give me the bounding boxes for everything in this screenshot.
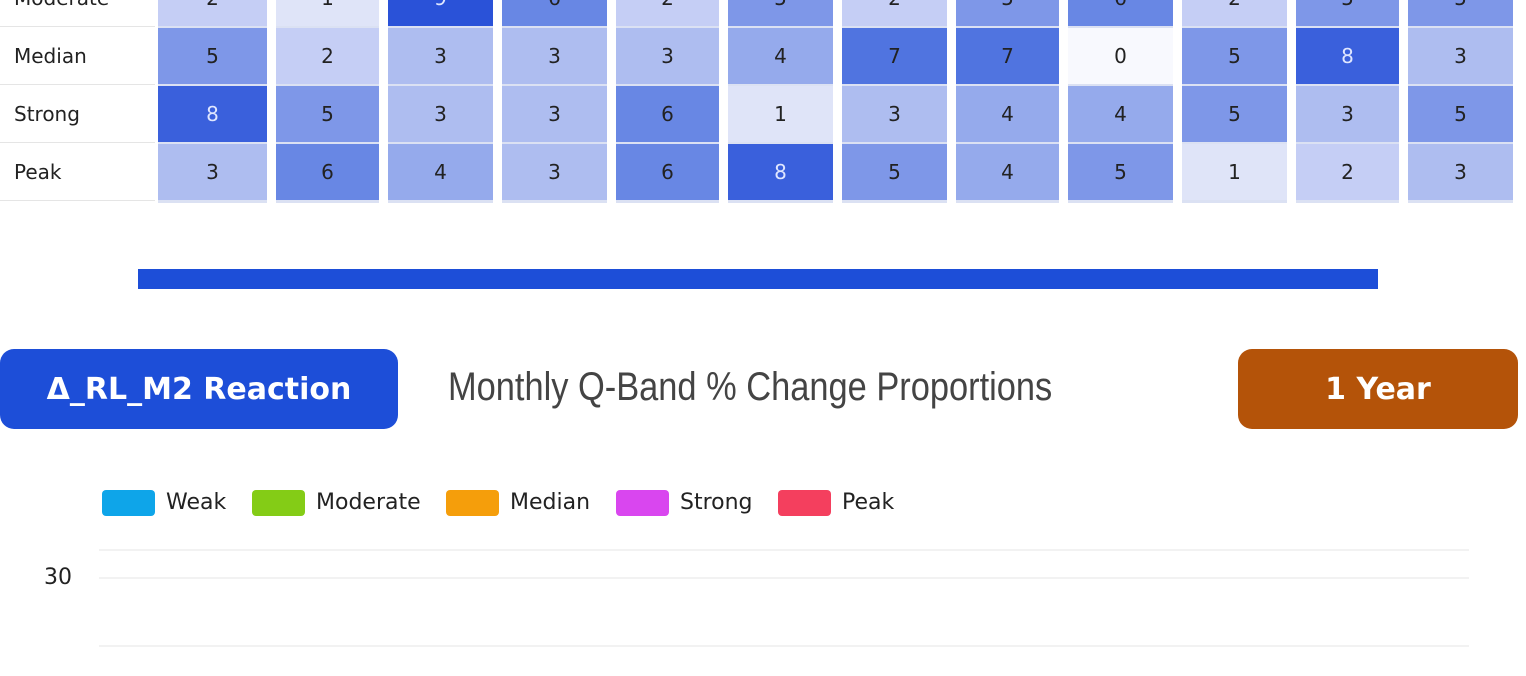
heat-cell: 2 <box>1296 144 1399 203</box>
legend-swatch <box>616 490 669 516</box>
heat-cell: 5 <box>1408 0 1513 29</box>
heat-cell: 6 <box>502 0 607 29</box>
heat-cell: 5 <box>1182 28 1287 87</box>
legend-label: Peak <box>842 490 894 515</box>
heat-cell: 2 <box>616 0 719 29</box>
heat-cell: 3 <box>502 28 607 87</box>
heat-cell: 5 <box>842 144 947 203</box>
legend-swatch <box>102 490 155 516</box>
chart-title: Monthly Q-Band % Change Proportions <box>448 365 1053 409</box>
heat-cell: 6 <box>1068 0 1173 29</box>
y-tick-label: 30 <box>44 565 72 590</box>
heat-cell: 7 <box>842 28 947 87</box>
heat-cell: 5 <box>1296 0 1399 29</box>
heat-cell: 2 <box>276 28 379 87</box>
legend-swatch <box>252 490 305 516</box>
heat-cell: 3 <box>1408 144 1513 203</box>
heat-cell: 5 <box>1408 86 1513 145</box>
heat-cell: 1 <box>728 86 833 145</box>
heat-cell: 5 <box>728 0 833 29</box>
heat-cell: 4 <box>1068 86 1173 145</box>
heat-cell: 7 <box>956 28 1059 87</box>
heat-cell: 8 <box>1296 28 1399 87</box>
heat-cell: 6 <box>276 144 379 203</box>
row-line <box>0 142 155 143</box>
heat-cell: 4 <box>728 28 833 87</box>
heat-cell: 3 <box>1296 86 1399 145</box>
row-line <box>0 200 155 201</box>
heat-cell: 3 <box>1408 28 1513 87</box>
heat-cell: 0 <box>1068 28 1173 87</box>
heat-cell: 5 <box>276 86 379 145</box>
heat-cell: 9 <box>388 0 493 29</box>
heat-cell: 3 <box>842 86 947 145</box>
heat-cell: 3 <box>616 28 719 87</box>
heat-cell: 4 <box>956 86 1059 145</box>
legend-label: Moderate <box>316 490 421 515</box>
heat-cell: 8 <box>728 144 833 203</box>
heat-cell: 3 <box>502 144 607 203</box>
legend-swatch <box>446 490 499 516</box>
legend-label: Weak <box>166 490 226 515</box>
heat-cell: 5 <box>956 0 1059 29</box>
heat-cell: 8 <box>158 86 267 145</box>
legend-label: Median <box>510 490 590 515</box>
row-label: Median <box>14 44 87 68</box>
row-label: Moderate <box>14 0 109 26</box>
right-button[interactable]: 1 Year <box>1238 349 1518 429</box>
heat-cell: 3 <box>502 86 607 145</box>
row-label: Peak <box>14 160 62 184</box>
heat-cell: 1 <box>1182 144 1287 203</box>
chart: Weak Moderate Median Strong Peak 30 <box>44 490 1469 647</box>
heat-cell: 3 <box>158 144 267 203</box>
heat-cell: 2 <box>842 0 947 29</box>
row-label: Strong <box>14 102 80 126</box>
legend-label: Strong <box>680 490 753 515</box>
row-line <box>0 84 155 85</box>
heat-cell: 1 <box>276 0 379 29</box>
heat-cell: 2 <box>1182 0 1287 29</box>
heat-cell: 3 <box>388 28 493 87</box>
divider-bar <box>138 269 1378 289</box>
legend-swatch <box>778 490 831 516</box>
heat-cell: 5 <box>158 28 267 87</box>
heat-cell: 6 <box>616 86 719 145</box>
heat-cell: 5 <box>1068 144 1173 203</box>
heat-cell: 2 <box>158 0 267 29</box>
heat-cell: 5 <box>1182 86 1287 145</box>
heat-cell: 4 <box>388 144 493 203</box>
heat-cell: 6 <box>616 144 719 203</box>
left-button[interactable]: Δ_RL_M2 Reaction <box>0 349 398 429</box>
row-line <box>0 26 155 27</box>
heat-cell: 4 <box>956 144 1059 203</box>
heat-cell: 3 <box>388 86 493 145</box>
